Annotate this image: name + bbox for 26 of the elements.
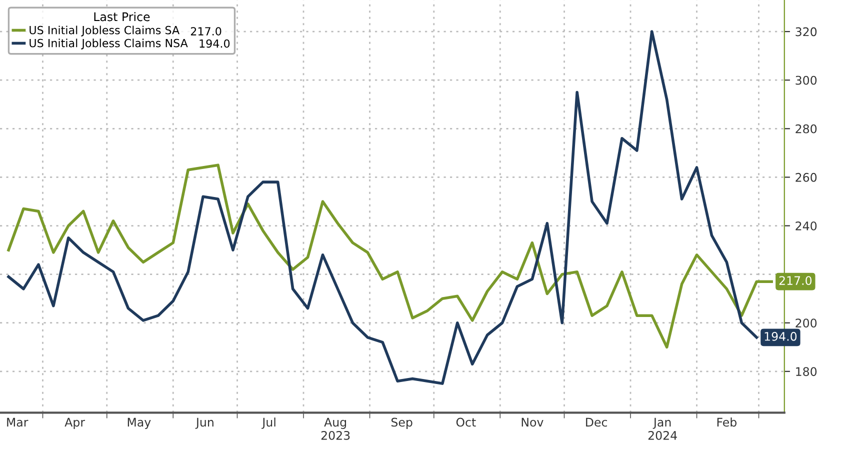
y-tick-label: 280 (796, 124, 817, 134)
x-tick-label: Aug 2023 (321, 418, 350, 440)
x-tick-label: Jul (262, 418, 276, 429)
y-tick-label: 260 (796, 172, 817, 182)
y-tick-label: 240 (796, 221, 817, 230)
legend-label: US Initial Jobless Claims SA (30, 26, 180, 36)
data-label: 217.0 (779, 276, 812, 286)
x-tick-label: Jun (195, 418, 214, 429)
x-tick-label: Nov (522, 418, 544, 427)
x-tick-label: Feb (717, 418, 736, 427)
x-tick-label: Sep (391, 418, 412, 429)
text: 194.0 (200, 39, 230, 48)
x-tick-label: Dec (586, 418, 608, 427)
y-tick-label: 320 (796, 27, 817, 36)
x-tick-label: Oct (456, 418, 476, 427)
legend-title: Last Price (94, 12, 150, 22)
x-tick-label: Apr (64, 418, 86, 429)
y-tick-label: 180 (796, 367, 817, 376)
text: 217.0 (190, 27, 222, 36)
legend-label: US Initial Jobless Claims NSA (30, 38, 188, 50)
x-tick-label: May (128, 418, 151, 429)
data-label: 194.0 (764, 332, 797, 341)
x-tick-label: Mar (7, 418, 28, 427)
x-tick-label: Jan 2024 (648, 418, 677, 440)
y-tick-label: 200 (796, 318, 817, 328)
y-tick-label: 300 (796, 76, 817, 85)
